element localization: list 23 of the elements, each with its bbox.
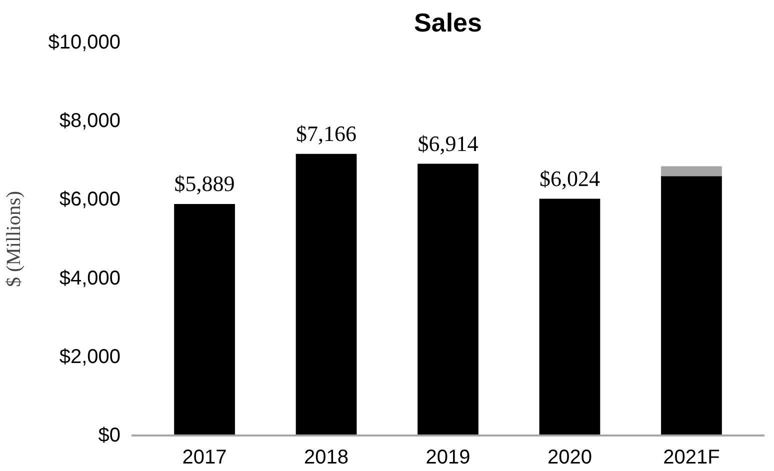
- x-tick-label: 2017: [182, 446, 227, 468]
- bar: [296, 154, 357, 436]
- y-tick-label: $8,000: [59, 110, 120, 132]
- x-tick-label: 2019: [426, 446, 470, 468]
- bar: [539, 198, 600, 436]
- x-tick-label: 2020: [547, 446, 592, 468]
- y-tick-label: $4,000: [59, 267, 120, 290]
- y-tick-label: $10,000: [48, 32, 120, 54]
- bar: [418, 164, 478, 436]
- chart-title: Sales: [414, 8, 482, 38]
- y-tick-label: $6,000: [59, 188, 120, 211]
- x-tick-label: 2021F: [663, 446, 720, 468]
- data-label: $6,914: [418, 130, 478, 156]
- data-label: $7,166: [296, 120, 357, 146]
- bar: [661, 176, 722, 436]
- data-label: $6,024: [539, 166, 600, 191]
- data-label: $5,889: [174, 171, 235, 196]
- bar: [174, 204, 235, 436]
- y-tick-label: $2,000: [59, 346, 120, 368]
- bar: [661, 166, 722, 176]
- y-tick-label: $0: [98, 424, 121, 446]
- y-axis-title: $ (Millions): [3, 190, 26, 288]
- x-tick-label: 2018: [304, 446, 349, 468]
